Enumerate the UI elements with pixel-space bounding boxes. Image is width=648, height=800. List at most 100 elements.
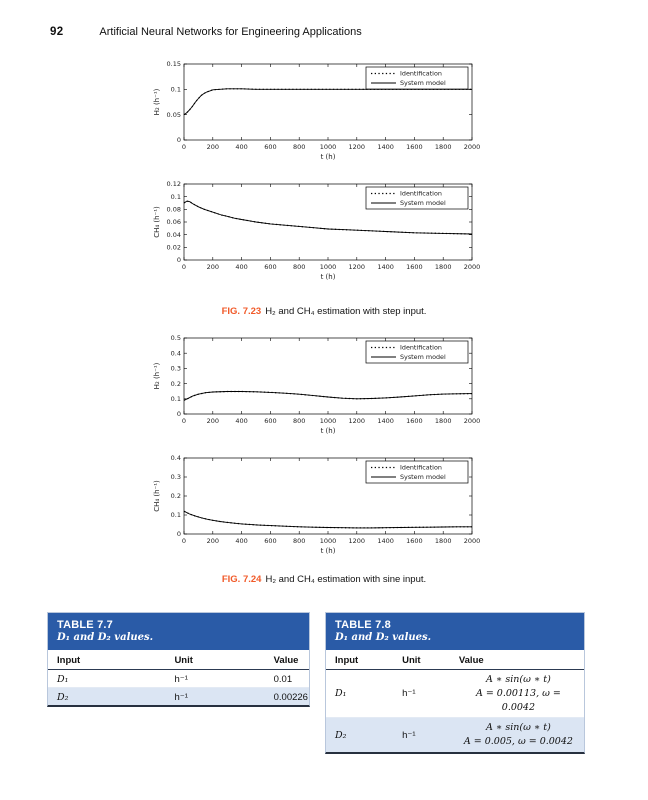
cell-unit: h⁻¹ [402, 688, 416, 700]
svg-text:0.5: 0.5 [171, 334, 181, 342]
svg-text:200: 200 [207, 537, 219, 545]
svg-text:H₂ (h⁻¹): H₂ (h⁻¹) [153, 362, 161, 389]
svg-text:0.12: 0.12 [167, 180, 181, 188]
svg-text:Identification: Identification [400, 70, 442, 78]
svg-text:1400: 1400 [377, 143, 394, 151]
svg-text:System model: System model [400, 353, 446, 361]
svg-text:0.3: 0.3 [171, 365, 181, 373]
svg-text:400: 400 [235, 417, 247, 425]
svg-text:800: 800 [293, 417, 305, 425]
svg-text:800: 800 [293, 537, 305, 545]
cell-value: A ∗ sin(ω ∗ t) A = 0.00113, ω = 0.0042 [475, 674, 561, 713]
col-unit: Unit [402, 655, 421, 666]
svg-text:800: 800 [293, 143, 305, 151]
chart-ch4-sine-input: 0 200 400 600 800 1000 1200 1400 1600 1800 2000 0 0.… [150, 452, 480, 562]
svg-text:0.3: 0.3 [171, 473, 181, 481]
cell-unit: h⁻¹ [174, 692, 188, 704]
svg-text:0: 0 [182, 263, 186, 271]
page-header: 92 Artificial Neural Networks for Engine… [50, 26, 610, 38]
figure-7-24: 0 200 400 600 800 1000 1200 1400 1600 1800 2000 0 0.… [150, 332, 490, 572]
svg-text:1000: 1000 [320, 417, 337, 425]
svg-text:1400: 1400 [377, 417, 394, 425]
svg-text:0.4: 0.4 [171, 454, 181, 462]
svg-text:0.2: 0.2 [171, 380, 181, 388]
figure-caption-7-23: FIG. 7.23 H₂ and CH₄ estimation with step… [0, 306, 648, 317]
svg-text:1600: 1600 [406, 417, 423, 425]
figure-7-23: 0 200 400 600 800 1000 1200 1400 1600 1800 2000 0 0.… [150, 58, 490, 298]
svg-text:1800: 1800 [435, 143, 452, 151]
svg-text:0.1: 0.1 [171, 395, 181, 403]
svg-text:600: 600 [264, 537, 276, 545]
svg-text:1000: 1000 [320, 537, 337, 545]
svg-text:0.08: 0.08 [167, 206, 181, 214]
table-row: D₂ h⁻¹ A ∗ sin(ω ∗ t) A = 0.005, ω = 0.0… [326, 718, 584, 752]
svg-text:0.02: 0.02 [167, 244, 181, 252]
svg-text:0: 0 [177, 530, 181, 538]
cell-unit: h⁻¹ [402, 729, 416, 741]
table-subtitle: D₁ and D₂ values. [335, 632, 432, 643]
svg-text:1200: 1200 [349, 537, 366, 545]
svg-text:1400: 1400 [377, 263, 394, 271]
svg-text:1200: 1200 [349, 417, 366, 425]
svg-text:1600: 1600 [406, 263, 423, 271]
svg-text:t (h): t (h) [321, 273, 336, 281]
svg-text:1200: 1200 [349, 263, 366, 271]
cell-input: D₂ [57, 692, 69, 704]
svg-text:1000: 1000 [320, 263, 337, 271]
table-column-headers: Input Unit Value [48, 652, 309, 670]
svg-text:0.1: 0.1 [171, 86, 181, 94]
svg-text:400: 400 [235, 263, 247, 271]
table-label: TABLE 7.7 [57, 619, 113, 631]
svg-text:400: 400 [235, 537, 247, 545]
table-7-8: TABLE 7.8 D₁ and D₂ values. Input Unit V… [325, 612, 585, 754]
cell-value: A ∗ sin(ω ∗ t) A = 0.005, ω = 0.0042 [463, 722, 573, 748]
svg-text:1800: 1800 [435, 263, 452, 271]
svg-text:1800: 1800 [435, 417, 452, 425]
svg-text:Identification: Identification [400, 344, 442, 352]
table-label: TABLE 7.8 [335, 619, 391, 631]
svg-text:System model: System model [400, 199, 446, 207]
svg-text:t (h): t (h) [321, 547, 336, 555]
svg-text:0: 0 [177, 136, 181, 144]
svg-text:2000: 2000 [464, 143, 480, 151]
caption-text: H₂ and CH₄ estimation with sine input. [265, 574, 427, 585]
svg-text:H₂ (h⁻¹): H₂ (h⁻¹) [153, 88, 161, 115]
svg-text:t (h): t (h) [321, 153, 336, 161]
svg-text:2000: 2000 [464, 417, 480, 425]
svg-text:1600: 1600 [406, 537, 423, 545]
table-7-8-header: TABLE 7.8 D₁ and D₂ values. [326, 613, 584, 652]
cell-unit: h⁻¹ [174, 674, 188, 686]
svg-text:2000: 2000 [464, 537, 480, 545]
svg-text:0: 0 [182, 537, 186, 545]
svg-text:400: 400 [235, 143, 247, 151]
svg-text:0: 0 [182, 143, 186, 151]
col-input: Input [335, 655, 359, 666]
caption-text: H₂ and CH₄ estimation with step input. [265, 306, 427, 317]
svg-text:Identification: Identification [400, 190, 442, 198]
caption-label: FIG. 7.24 [221, 574, 262, 585]
cell-value: 0.00226 [273, 692, 308, 703]
svg-text:600: 600 [264, 143, 276, 151]
svg-text:0.1: 0.1 [171, 511, 181, 519]
table-7-7: TABLE 7.7 D₁ and D₂ values. Input Unit V… [47, 612, 310, 707]
svg-text:0.2: 0.2 [171, 492, 181, 500]
svg-text:200: 200 [207, 143, 219, 151]
svg-text:0.4: 0.4 [171, 349, 181, 357]
chart-h2-step-input: 0 200 400 600 800 1000 1200 1400 1600 1800 2000 0 0.… [150, 58, 480, 168]
svg-text:0.04: 0.04 [167, 231, 181, 239]
figure-caption-7-24: FIG. 7.24 H₂ and CH₄ estimation with sine… [0, 574, 648, 585]
cell-input: D₂ [335, 729, 347, 741]
svg-text:600: 600 [264, 417, 276, 425]
chart-ch4-step-input: 0 200 400 600 800 1000 1200 1400 1600 1800 2000 0 0.… [150, 178, 480, 288]
table-row: D₁ h⁻¹ 0.01 [48, 670, 309, 688]
svg-text:1400: 1400 [377, 537, 394, 545]
svg-text:0.15: 0.15 [167, 60, 181, 68]
caption-label: FIG. 7.23 [221, 306, 262, 317]
col-unit: Unit [174, 655, 193, 666]
cell-value: 0.01 [273, 674, 293, 685]
svg-text:System model: System model [400, 79, 446, 87]
page-number: 92 [50, 26, 64, 38]
svg-text:2000: 2000 [464, 263, 480, 271]
svg-text:0.05: 0.05 [167, 111, 181, 119]
table-row: D₁ h⁻¹ A ∗ sin(ω ∗ t) A = 0.00113, ω = 0… [326, 670, 584, 719]
